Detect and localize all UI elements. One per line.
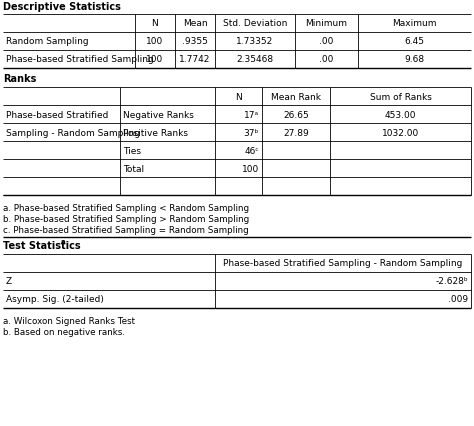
Text: 37ᵇ: 37ᵇ [244, 128, 259, 137]
Text: 6.45: 6.45 [404, 37, 425, 46]
Text: 100: 100 [146, 37, 164, 46]
Text: Mean Rank: Mean Rank [271, 92, 321, 101]
Text: 27.89: 27.89 [283, 128, 309, 137]
Text: Total: Total [123, 164, 144, 173]
Text: Std. Deviation: Std. Deviation [223, 20, 287, 29]
Text: 453.00: 453.00 [385, 110, 416, 119]
Text: .00: .00 [319, 37, 334, 46]
Text: a. Phase-based Stratified Sampling < Random Sampling: a. Phase-based Stratified Sampling < Ran… [3, 204, 249, 213]
Text: Phase-based Stratified Sampling - Random Sampling: Phase-based Stratified Sampling - Random… [223, 259, 463, 268]
Text: a. Wilcoxon Signed Ranks Test: a. Wilcoxon Signed Ranks Test [3, 316, 135, 325]
Text: 1032.00: 1032.00 [382, 128, 419, 137]
Text: 26.65: 26.65 [283, 110, 309, 119]
Text: 9.68: 9.68 [404, 55, 425, 64]
Text: Negative Ranks: Negative Ranks [123, 110, 194, 119]
Text: Phase-based Stratified: Phase-based Stratified [6, 110, 109, 119]
Text: Test Statisticsa: Test Statisticsa [0, 425, 1, 426]
Text: Asymp. Sig. (2-tailed): Asymp. Sig. (2-tailed) [6, 295, 104, 304]
Text: Test Statistics: Test Statistics [0, 425, 1, 426]
Text: N: N [152, 20, 158, 29]
Text: Sum of Ranks: Sum of Ranks [370, 92, 431, 101]
Text: 2.35468: 2.35468 [237, 55, 273, 64]
Text: Random Sampling: Random Sampling [6, 37, 89, 46]
Text: 1.7742: 1.7742 [179, 55, 210, 64]
Text: Z: Z [6, 277, 12, 286]
Text: .009: .009 [448, 295, 468, 304]
Text: b. Based on negative ranks.: b. Based on negative ranks. [3, 327, 125, 336]
Text: Sampling - Random Sampling: Sampling - Random Sampling [6, 128, 140, 137]
Text: 17ᵃ: 17ᵃ [244, 110, 259, 119]
Text: a: a [61, 239, 65, 245]
Text: 1.73352: 1.73352 [237, 37, 273, 46]
Text: .00: .00 [319, 55, 334, 64]
Text: Maximum: Maximum [392, 20, 437, 29]
Text: 46ᶜ: 46ᶜ [245, 146, 259, 155]
Text: Minimum: Minimum [306, 20, 347, 29]
Text: 100: 100 [242, 164, 259, 173]
Text: Ties: Ties [123, 146, 141, 155]
Text: .9355: .9355 [182, 37, 208, 46]
Text: c. Phase-based Stratified Sampling = Random Sampling: c. Phase-based Stratified Sampling = Ran… [3, 225, 249, 234]
Text: N: N [235, 92, 242, 101]
Text: Ranks: Ranks [3, 74, 36, 84]
Text: Test Statistics: Test Statistics [3, 240, 81, 250]
Text: Descriptive Statistics: Descriptive Statistics [3, 2, 121, 12]
Text: 100: 100 [146, 55, 164, 64]
Text: Phase-based Stratified Sampling: Phase-based Stratified Sampling [6, 55, 154, 64]
Text: -2.628ᵇ: -2.628ᵇ [435, 277, 468, 286]
Text: Positive Ranks: Positive Ranks [123, 128, 188, 137]
Text: Mean: Mean [182, 20, 207, 29]
Text: b. Phase-based Stratified Sampling > Random Sampling: b. Phase-based Stratified Sampling > Ran… [3, 215, 249, 224]
